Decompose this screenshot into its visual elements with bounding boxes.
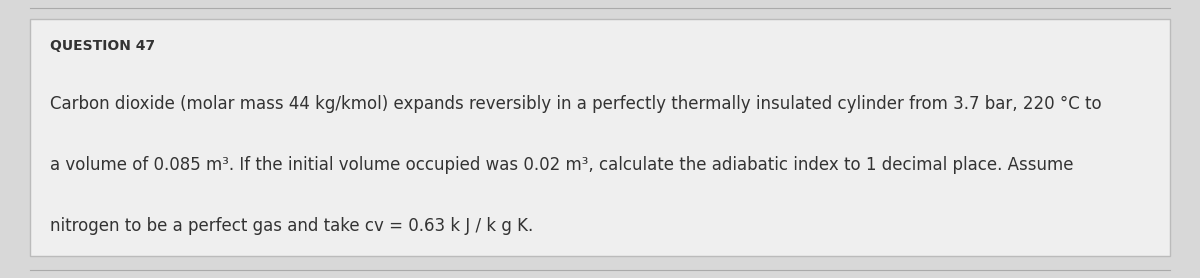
- Text: nitrogen to be a perfect gas and take cv = 0.63 k J / k g K.: nitrogen to be a perfect gas and take cv…: [50, 217, 534, 235]
- Text: a volume of 0.085 m³. If the initial volume occupied was 0.02 m³, calculate the : a volume of 0.085 m³. If the initial vol…: [50, 156, 1074, 174]
- Text: QUESTION 47: QUESTION 47: [50, 39, 156, 53]
- Text: Carbon dioxide (molar mass 44 kg/kmol) expands reversibly in a perfectly thermal: Carbon dioxide (molar mass 44 kg/kmol) e…: [50, 95, 1102, 113]
- FancyBboxPatch shape: [30, 19, 1170, 256]
